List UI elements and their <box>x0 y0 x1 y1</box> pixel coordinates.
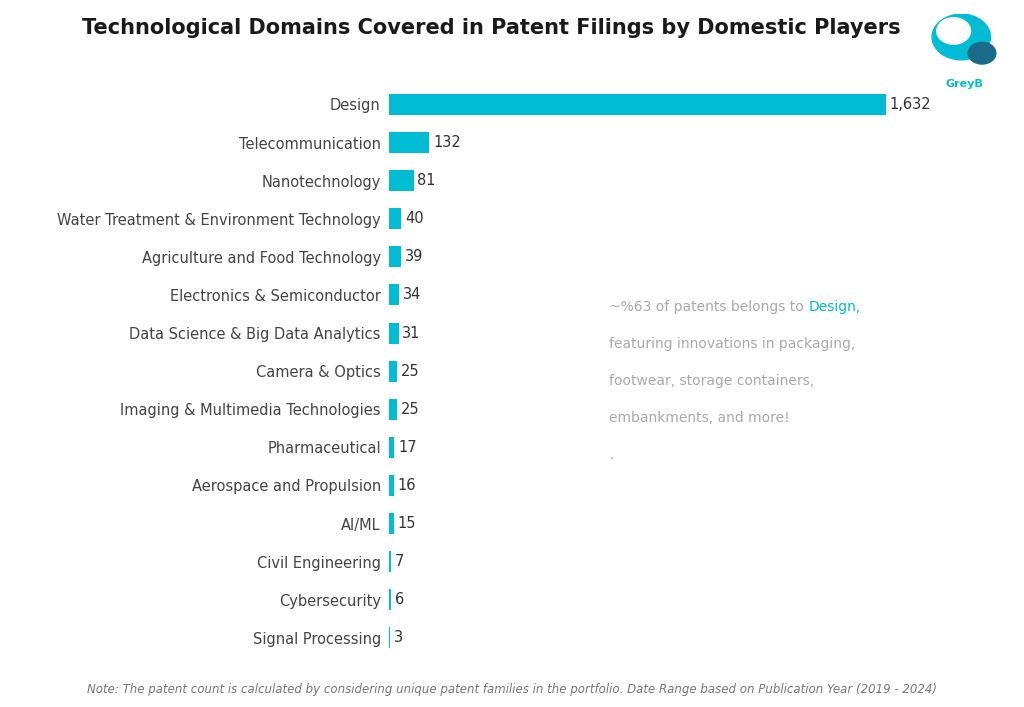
Text: 39: 39 <box>404 250 423 264</box>
Text: embankments, and more!: embankments, and more! <box>609 411 791 425</box>
Text: 1,632: 1,632 <box>890 97 931 112</box>
Text: 25: 25 <box>400 363 419 379</box>
Text: ~%63 of patents belongs to: ~%63 of patents belongs to <box>609 300 808 315</box>
Text: 132: 132 <box>433 135 461 150</box>
Text: 25: 25 <box>400 402 419 417</box>
Bar <box>389 399 396 420</box>
Text: .: . <box>609 448 613 462</box>
Bar <box>389 322 398 344</box>
Text: 6: 6 <box>394 592 403 607</box>
Text: Note: The patent count is calculated by considering unique patent families in th: Note: The patent count is calculated by … <box>87 684 937 696</box>
Text: GreyB: GreyB <box>946 79 983 89</box>
Bar <box>389 284 399 305</box>
Bar <box>389 475 394 496</box>
Bar <box>389 437 394 458</box>
Text: 3: 3 <box>393 631 402 645</box>
Text: featuring innovations in packaging,: featuring innovations in packaging, <box>609 337 855 351</box>
Text: 15: 15 <box>397 516 416 531</box>
Bar <box>389 590 391 610</box>
Text: 7: 7 <box>395 554 404 569</box>
Circle shape <box>969 42 995 64</box>
Text: 31: 31 <box>402 325 421 341</box>
Text: Technological Domains Covered in Patent Filings by Domestic Players: Technological Domains Covered in Patent … <box>82 18 901 37</box>
Bar <box>389 132 429 153</box>
Bar <box>389 170 414 191</box>
Bar <box>389 246 401 267</box>
Circle shape <box>937 18 971 44</box>
Text: Design,: Design, <box>808 300 860 315</box>
Text: 16: 16 <box>397 478 416 493</box>
Circle shape <box>932 14 990 60</box>
Text: 81: 81 <box>418 173 436 188</box>
Text: footwear, storage containers,: footwear, storage containers, <box>609 374 814 388</box>
Bar <box>389 94 886 115</box>
Text: 17: 17 <box>398 440 417 455</box>
Text: 40: 40 <box>404 211 424 226</box>
Text: 34: 34 <box>403 288 422 303</box>
Bar <box>389 361 396 382</box>
Bar <box>389 513 393 534</box>
Bar <box>389 209 401 229</box>
Bar <box>389 551 391 572</box>
